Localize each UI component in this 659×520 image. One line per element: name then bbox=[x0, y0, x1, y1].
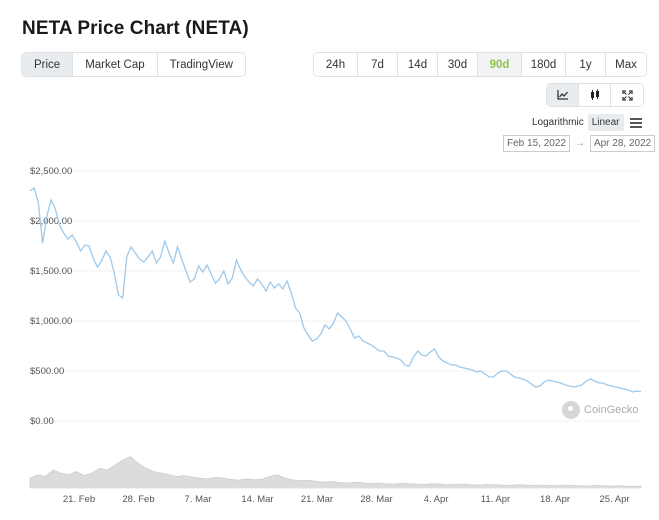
price-chart[interactable]: $2,500.00 $2,000.00 $1,500.00 $1,000.00 $500… bbox=[0, 150, 659, 520]
date-to-input[interactable]: Apr 28, 2022 bbox=[589, 135, 656, 152]
price-line bbox=[29, 186, 642, 393]
coingecko-watermark: CoinGecko bbox=[562, 401, 638, 419]
time-range-tabs: 24h 7d 14d 30d 90d 180d 1y Max bbox=[313, 52, 647, 77]
tab-tradingview[interactable]: TradingView bbox=[157, 53, 245, 76]
y-tick-label: $2,500.00 bbox=[30, 166, 72, 177]
line-chart-icon bbox=[556, 90, 568, 100]
range-180d-button[interactable]: 180d bbox=[522, 53, 566, 76]
fullscreen-button[interactable] bbox=[611, 84, 643, 106]
candlestick-icon bbox=[590, 89, 599, 100]
coingecko-logo-icon bbox=[562, 401, 580, 419]
volume-area bbox=[29, 456, 642, 489]
tab-price[interactable]: Price bbox=[22, 53, 74, 76]
y-tick-label: $0.00 bbox=[30, 416, 54, 427]
range-max-button[interactable]: Max bbox=[606, 53, 646, 76]
x-tick-label: 25. Apr bbox=[599, 494, 629, 505]
date-from-input[interactable]: Feb 15, 2022 bbox=[503, 135, 570, 152]
range-24h-button[interactable]: 24h bbox=[314, 53, 358, 76]
x-tick-label: 21. Mar bbox=[301, 494, 333, 505]
x-tick-label: 11. Apr bbox=[481, 494, 510, 505]
range-30d-button[interactable]: 30d bbox=[438, 53, 478, 76]
date-range-arrow: → bbox=[574, 138, 585, 149]
hamburger-menu-icon[interactable] bbox=[629, 117, 642, 128]
tab-market-cap[interactable]: Market Cap bbox=[73, 53, 158, 76]
date-range: Feb 15, 2022 → Apr 28, 2022 bbox=[503, 135, 656, 152]
scale-toggle: Logarithmic Linear bbox=[528, 114, 642, 131]
y-tick-label: $1,500.00 bbox=[30, 266, 72, 277]
x-tick-label: 4. Apr bbox=[424, 494, 449, 505]
x-tick-label: 28. Feb bbox=[122, 494, 154, 505]
fullscreen-icon bbox=[621, 89, 633, 101]
linear-option[interactable]: Linear bbox=[587, 114, 624, 131]
candlestick-button[interactable] bbox=[579, 84, 611, 106]
y-tick-label: $2,000.00 bbox=[30, 216, 72, 227]
x-tick-label: 21. Feb bbox=[63, 494, 95, 505]
x-tick-label: 28. Mar bbox=[360, 494, 392, 505]
range-90d-button[interactable]: 90d bbox=[478, 53, 522, 76]
y-tick-label: $1,000.00 bbox=[30, 316, 72, 327]
page-title: NETA Price Chart (NETA) bbox=[22, 18, 249, 39]
y-tick-label: $500.00 bbox=[30, 366, 64, 377]
chart-type-tabs bbox=[546, 83, 644, 107]
range-7d-button[interactable]: 7d bbox=[358, 53, 398, 76]
x-tick-label: 18. Apr bbox=[540, 494, 570, 505]
x-tick-label: 14. Mar bbox=[241, 494, 273, 505]
line-chart-button[interactable] bbox=[547, 84, 579, 106]
price-chart-svg: $2,500.00 $2,000.00 $1,500.00 $1,000.00 $500… bbox=[29, 166, 642, 505]
range-14d-button[interactable]: 14d bbox=[398, 53, 438, 76]
watermark-text: CoinGecko bbox=[584, 404, 639, 416]
logarithmic-option[interactable]: Logarithmic bbox=[532, 117, 584, 128]
x-tick-label: 7. Mar bbox=[185, 494, 212, 505]
range-1y-button[interactable]: 1y bbox=[566, 53, 606, 76]
chart-view-tabs: Price Market Cap TradingView bbox=[21, 52, 246, 77]
